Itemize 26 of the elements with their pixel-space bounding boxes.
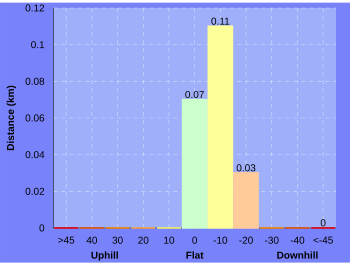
y-tick-label: 0.12 [26, 4, 44, 12]
x-tick-label: 40 [86, 236, 98, 244]
y-axis-title: Distance (km) [6, 86, 16, 150]
y-tick-label: 0 [39, 224, 44, 232]
x-tick-label: 30 [112, 236, 123, 244]
y-tick-label: 0.06 [26, 114, 44, 122]
y-tick-label: 0.08 [26, 78, 44, 85]
text: Uphill [91, 251, 118, 261]
x-tick-label: -40 [290, 236, 304, 244]
text: Downhill [277, 251, 318, 259]
y-tick-label: 0.02 [26, 188, 44, 195]
data-label: 0 [320, 219, 326, 226]
x-tick-label: >45 [58, 236, 74, 244]
data-label: 0.03 [236, 164, 256, 172]
data-label: 0.07 [185, 90, 204, 98]
y-tick-label: 0.04 [26, 151, 44, 158]
x-tick-label: 10 [164, 236, 174, 244]
x-tick-label: 0 [192, 236, 198, 244]
data-label: 0.11 [211, 18, 230, 25]
x-tick-label: -10 [214, 236, 228, 244]
x-tick-label: <-45 [314, 236, 333, 244]
y-tick-label: 0.1 [31, 41, 44, 48]
x-tick-label: -30 [264, 236, 279, 244]
text: Flat [186, 251, 204, 259]
x-tick-label: -20 [239, 236, 253, 244]
x-tick-label: 20 [138, 236, 148, 244]
